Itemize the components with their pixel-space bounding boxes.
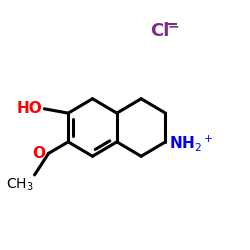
Text: CH$_3$: CH$_3$: [6, 176, 33, 192]
Text: HO: HO: [17, 101, 42, 116]
Text: −: −: [167, 19, 179, 33]
Text: NH$_2$$^+$: NH$_2$$^+$: [169, 133, 214, 153]
Text: O: O: [33, 146, 46, 161]
Text: Cl: Cl: [150, 22, 169, 40]
